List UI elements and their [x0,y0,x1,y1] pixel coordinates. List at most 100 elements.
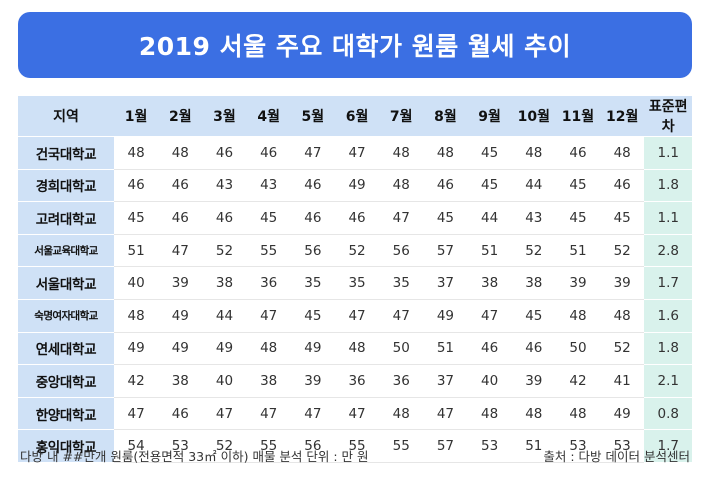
rent-cell: 51 [555,234,601,268]
stddev-cell: 0.8 [644,397,693,431]
rent-cell: 53 [555,429,601,463]
rent-cell: 47 [202,397,247,431]
stddev-cell: 1.7 [644,266,693,300]
rent-cell: 38 [467,266,512,300]
rent-cell: 49 [202,332,247,366]
rent-cell: 47 [334,136,380,170]
rent-cell: 47 [334,397,380,431]
rent-cell: 52 [511,234,556,268]
rent-cell: 46 [423,169,468,203]
table-row: 경희대학교 46 46 43 43 46 49 48 46 45 44 45 46 1.8 [18,169,693,203]
stddev-cell: 1.1 [644,201,693,235]
rent-cell: 51 [467,234,512,268]
rent-cell: 49 [158,299,203,333]
rent-cell: 48 [246,332,291,366]
rent-cell: 49 [114,332,159,366]
rent-cell: 48 [467,397,512,431]
column-header-month: 7월 [379,96,424,137]
rent-cell: 43 [202,169,247,203]
column-header-month: 9월 [467,96,512,137]
rent-cell: 48 [114,136,159,170]
rent-cell: 40 [202,364,247,398]
rent-cell: 52 [202,234,247,268]
title-banner: 2019 서울 주요 대학가 원룸 월세 추이 [18,12,692,78]
source-note: 출처 : 다방 데이터 분석센터 [543,449,690,464]
rent-cell: 48 [379,136,424,170]
rent-cell: 47 [379,201,424,235]
column-header-month: 3월 [202,96,247,137]
rent-cell: 47 [467,299,512,333]
table-row: 한양대학교 47 46 47 47 47 47 48 47 48 48 48 49 0.8 [18,397,693,431]
rent-cell: 37 [423,364,468,398]
rent-cell: 39 [290,364,335,398]
rent-cell: 46 [158,201,203,235]
rent-cell: 52 [600,332,645,366]
rent-cell: 46 [158,397,203,431]
rent-cell: 39 [511,364,556,398]
school-name: 홍익대학교 [18,429,114,463]
column-header-stddev: 표준편차 [644,96,693,137]
rent-cell: 45 [467,136,512,170]
rent-cell: 55 [379,429,424,463]
rent-cell: 49 [334,169,380,203]
table-row: 고려대학교 45 46 46 45 46 46 47 45 44 43 45 45 1.1 [18,201,693,235]
table-row: 숙명여자대학교 48 49 44 47 45 47 47 49 47 45 48 48 1.6 [18,299,693,333]
rent-cell: 45 [467,169,512,203]
rent-cell: 51 [511,429,556,463]
rent-cell: 47 [290,136,335,170]
rent-cell: 45 [600,201,645,235]
rent-cell: 57 [423,429,468,463]
rent-cell: 48 [600,299,645,333]
rent-cell: 42 [114,364,159,398]
rent-cell: 38 [158,364,203,398]
school-name: 서울교육대학교 [18,234,114,268]
column-header-month: 10월 [511,96,556,137]
rent-cell: 44 [467,201,512,235]
rent-cell: 47 [114,397,159,431]
rent-cell: 48 [158,136,203,170]
rent-cell: 56 [379,234,424,268]
column-header-month: 2월 [158,96,203,137]
rent-cell: 35 [379,266,424,300]
rent-table: 지역 1월 2월 3월 4월 5월 6월 7월 8월 9월 10월 11월 12월 표준편차 건국대학교 4… [18,96,693,463]
rent-cell: 35 [290,266,335,300]
rent-cell: 53 [600,429,645,463]
rent-cell: 50 [379,332,424,366]
rent-cell: 38 [246,364,291,398]
rent-cell: 48 [423,136,468,170]
rent-cell: 49 [158,332,203,366]
rent-cell: 36 [379,364,424,398]
rent-cell: 45 [555,169,601,203]
rent-cell: 40 [467,364,512,398]
rent-cell: 53 [158,429,203,463]
chart-title: 2019 서울 주요 대학가 원룸 월세 추이 [138,32,572,61]
rent-cell: 39 [600,266,645,300]
rent-cell: 47 [158,234,203,268]
rent-cell: 38 [511,266,556,300]
rent-cell: 48 [334,332,380,366]
rent-cell: 52 [202,429,247,463]
rent-cell: 51 [423,332,468,366]
column-header-month: 8월 [423,96,468,137]
rent-cell: 38 [202,266,247,300]
table-row: 서울대학교 40 39 38 36 35 35 35 37 38 38 39 39 1.7 [18,266,693,300]
rent-cell: 40 [114,266,159,300]
rent-cell: 44 [202,299,247,333]
rent-cell: 47 [379,299,424,333]
school-name: 한양대학교 [18,397,114,431]
rent-cell: 55 [246,234,291,268]
rent-cell: 49 [600,397,645,431]
rent-cell: 48 [379,397,424,431]
table-body: 건국대학교 48 48 46 46 47 47 48 48 45 48 46 48 1.1 경희대학교 46 4… [18,136,693,463]
rent-cell: 46 [600,169,645,203]
rent-cell: 39 [158,266,203,300]
school-name: 숙명여자대학교 [18,299,114,333]
rent-cell: 45 [114,201,159,235]
rent-cell: 44 [511,169,556,203]
rent-cell: 56 [290,429,335,463]
rent-cell: 46 [511,332,556,366]
school-name: 중앙대학교 [18,364,114,398]
table-row: 홍익대학교 54 53 52 55 56 55 55 57 53 51 53 53 1.7 [18,429,693,463]
table-row: 연세대학교 49 49 49 48 49 48 50 51 46 46 50 52 1.8 [18,332,693,366]
column-header-month: 11월 [555,96,601,137]
